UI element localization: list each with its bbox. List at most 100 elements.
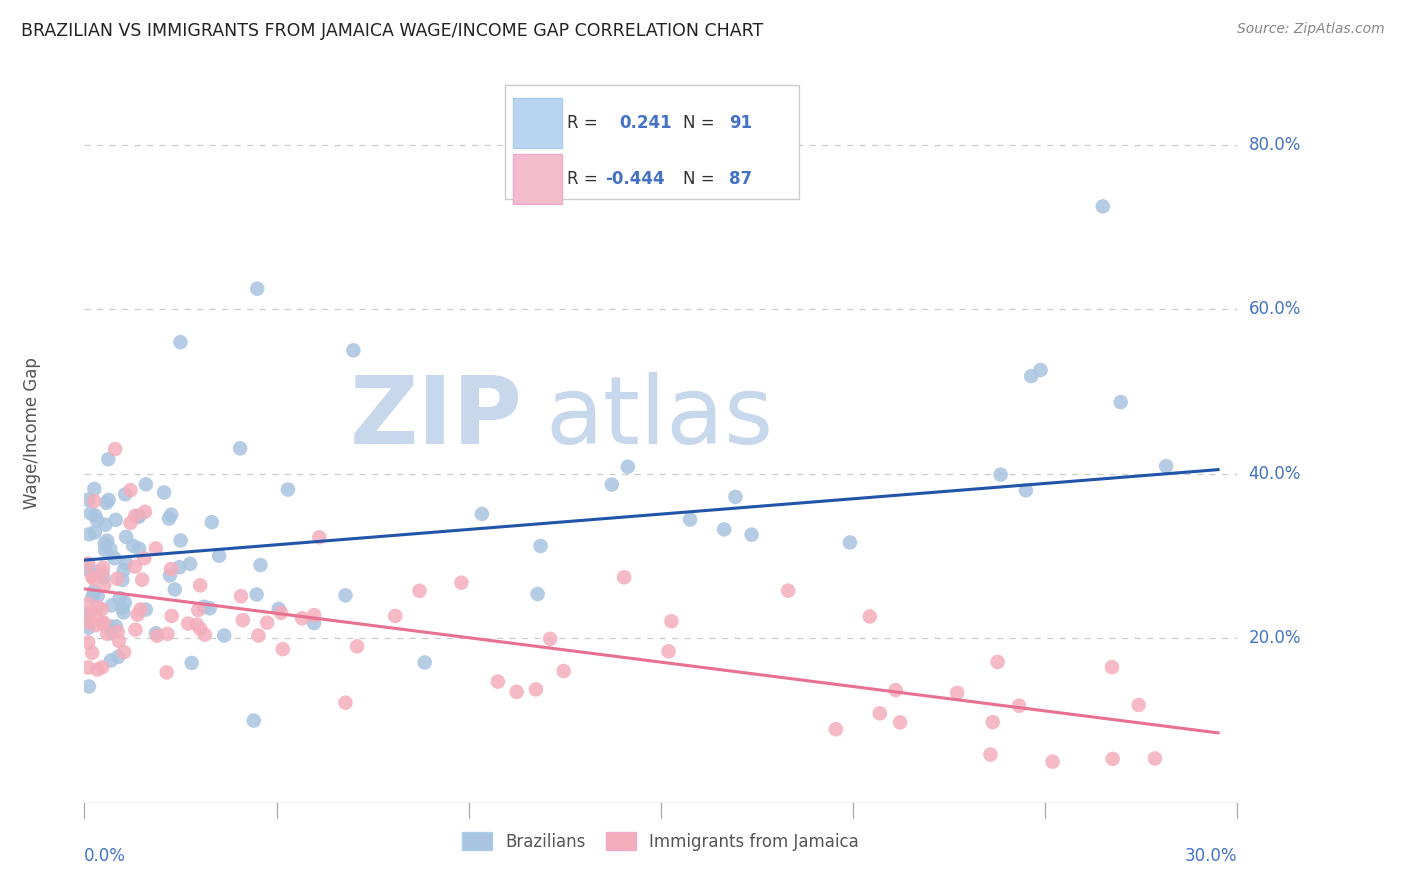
Text: 20.0%: 20.0% [1249, 629, 1301, 648]
Point [208, 549, 231, 563]
Point [384, 609, 406, 624]
Point [77, 621, 100, 635]
Point [981, 715, 1004, 730]
Point [108, 633, 131, 648]
Point [124, 623, 146, 637]
Point [946, 686, 969, 700]
Point [613, 570, 636, 584]
Point [1091, 199, 1114, 213]
Point [108, 591, 131, 605]
Point [869, 706, 891, 721]
Point [1101, 752, 1123, 766]
Point [159, 568, 181, 582]
Point [93, 615, 115, 630]
Point [526, 587, 548, 601]
Point [212, 628, 235, 642]
Point [180, 656, 202, 670]
Point [86, 663, 108, 677]
Point [302, 608, 325, 623]
Point [679, 512, 702, 526]
Point [120, 483, 142, 498]
Point [724, 490, 747, 504]
Point [128, 509, 150, 524]
Point [741, 527, 763, 541]
Point [194, 628, 217, 642]
Point [100, 653, 122, 667]
Point [1109, 395, 1132, 409]
Point [839, 535, 862, 549]
Point [246, 282, 269, 296]
Point [987, 655, 1010, 669]
Point [79, 507, 101, 521]
Point [153, 485, 176, 500]
Point [96, 533, 118, 548]
Text: 60.0%: 60.0% [1249, 301, 1301, 318]
Point [342, 343, 364, 358]
Point [889, 715, 911, 730]
Point [131, 573, 153, 587]
Point [83, 482, 105, 496]
Point [1101, 660, 1123, 674]
Point [82, 591, 104, 605]
Point [77, 557, 100, 571]
Point [249, 558, 271, 572]
Point [188, 578, 211, 592]
Point [96, 626, 118, 640]
Point [169, 335, 191, 350]
Point [190, 622, 212, 636]
Point [86, 600, 108, 615]
Point [600, 477, 623, 491]
Point [77, 597, 100, 611]
Point [112, 606, 135, 620]
Point [661, 614, 683, 628]
Point [77, 562, 100, 576]
Text: N =: N = [683, 169, 720, 187]
Point [413, 656, 436, 670]
Point [77, 492, 100, 507]
Point [471, 507, 494, 521]
Point [97, 452, 120, 467]
Point [538, 632, 561, 646]
Point [277, 483, 299, 497]
Point [1154, 459, 1177, 474]
Point [186, 617, 208, 632]
Text: 40.0%: 40.0% [1249, 465, 1301, 483]
Point [115, 530, 138, 544]
Text: BRAZILIAN VS IMMIGRANTS FROM JAMAICA WAGE/INCOME GAP CORRELATION CHART: BRAZILIAN VS IMMIGRANTS FROM JAMAICA WAG… [21, 22, 763, 40]
FancyBboxPatch shape [513, 98, 561, 148]
Point [169, 533, 191, 548]
Point [145, 626, 167, 640]
Point [83, 494, 105, 508]
Point [193, 599, 215, 614]
Point [135, 477, 157, 491]
Point [229, 589, 252, 603]
Point [77, 607, 100, 621]
Point [77, 527, 100, 541]
Point [335, 696, 357, 710]
Point [156, 627, 179, 641]
Point [884, 683, 907, 698]
Point [127, 509, 149, 524]
Point [135, 602, 157, 616]
Point [77, 615, 100, 630]
Point [97, 492, 120, 507]
Point [1128, 698, 1150, 712]
Point [91, 566, 114, 580]
Point [302, 615, 325, 630]
Point [256, 615, 278, 630]
Text: Wage/Income Gap: Wage/Income Gap [24, 357, 42, 508]
Point [778, 583, 800, 598]
Point [107, 624, 129, 639]
Point [91, 660, 114, 674]
Point [93, 578, 115, 592]
Point [124, 559, 146, 574]
Point [83, 572, 105, 586]
Point [83, 584, 105, 599]
Point [160, 562, 183, 576]
Point [156, 665, 179, 680]
Point [98, 541, 121, 556]
Point [115, 556, 138, 570]
Point [112, 563, 135, 577]
Point [267, 602, 290, 616]
Point [94, 517, 117, 532]
